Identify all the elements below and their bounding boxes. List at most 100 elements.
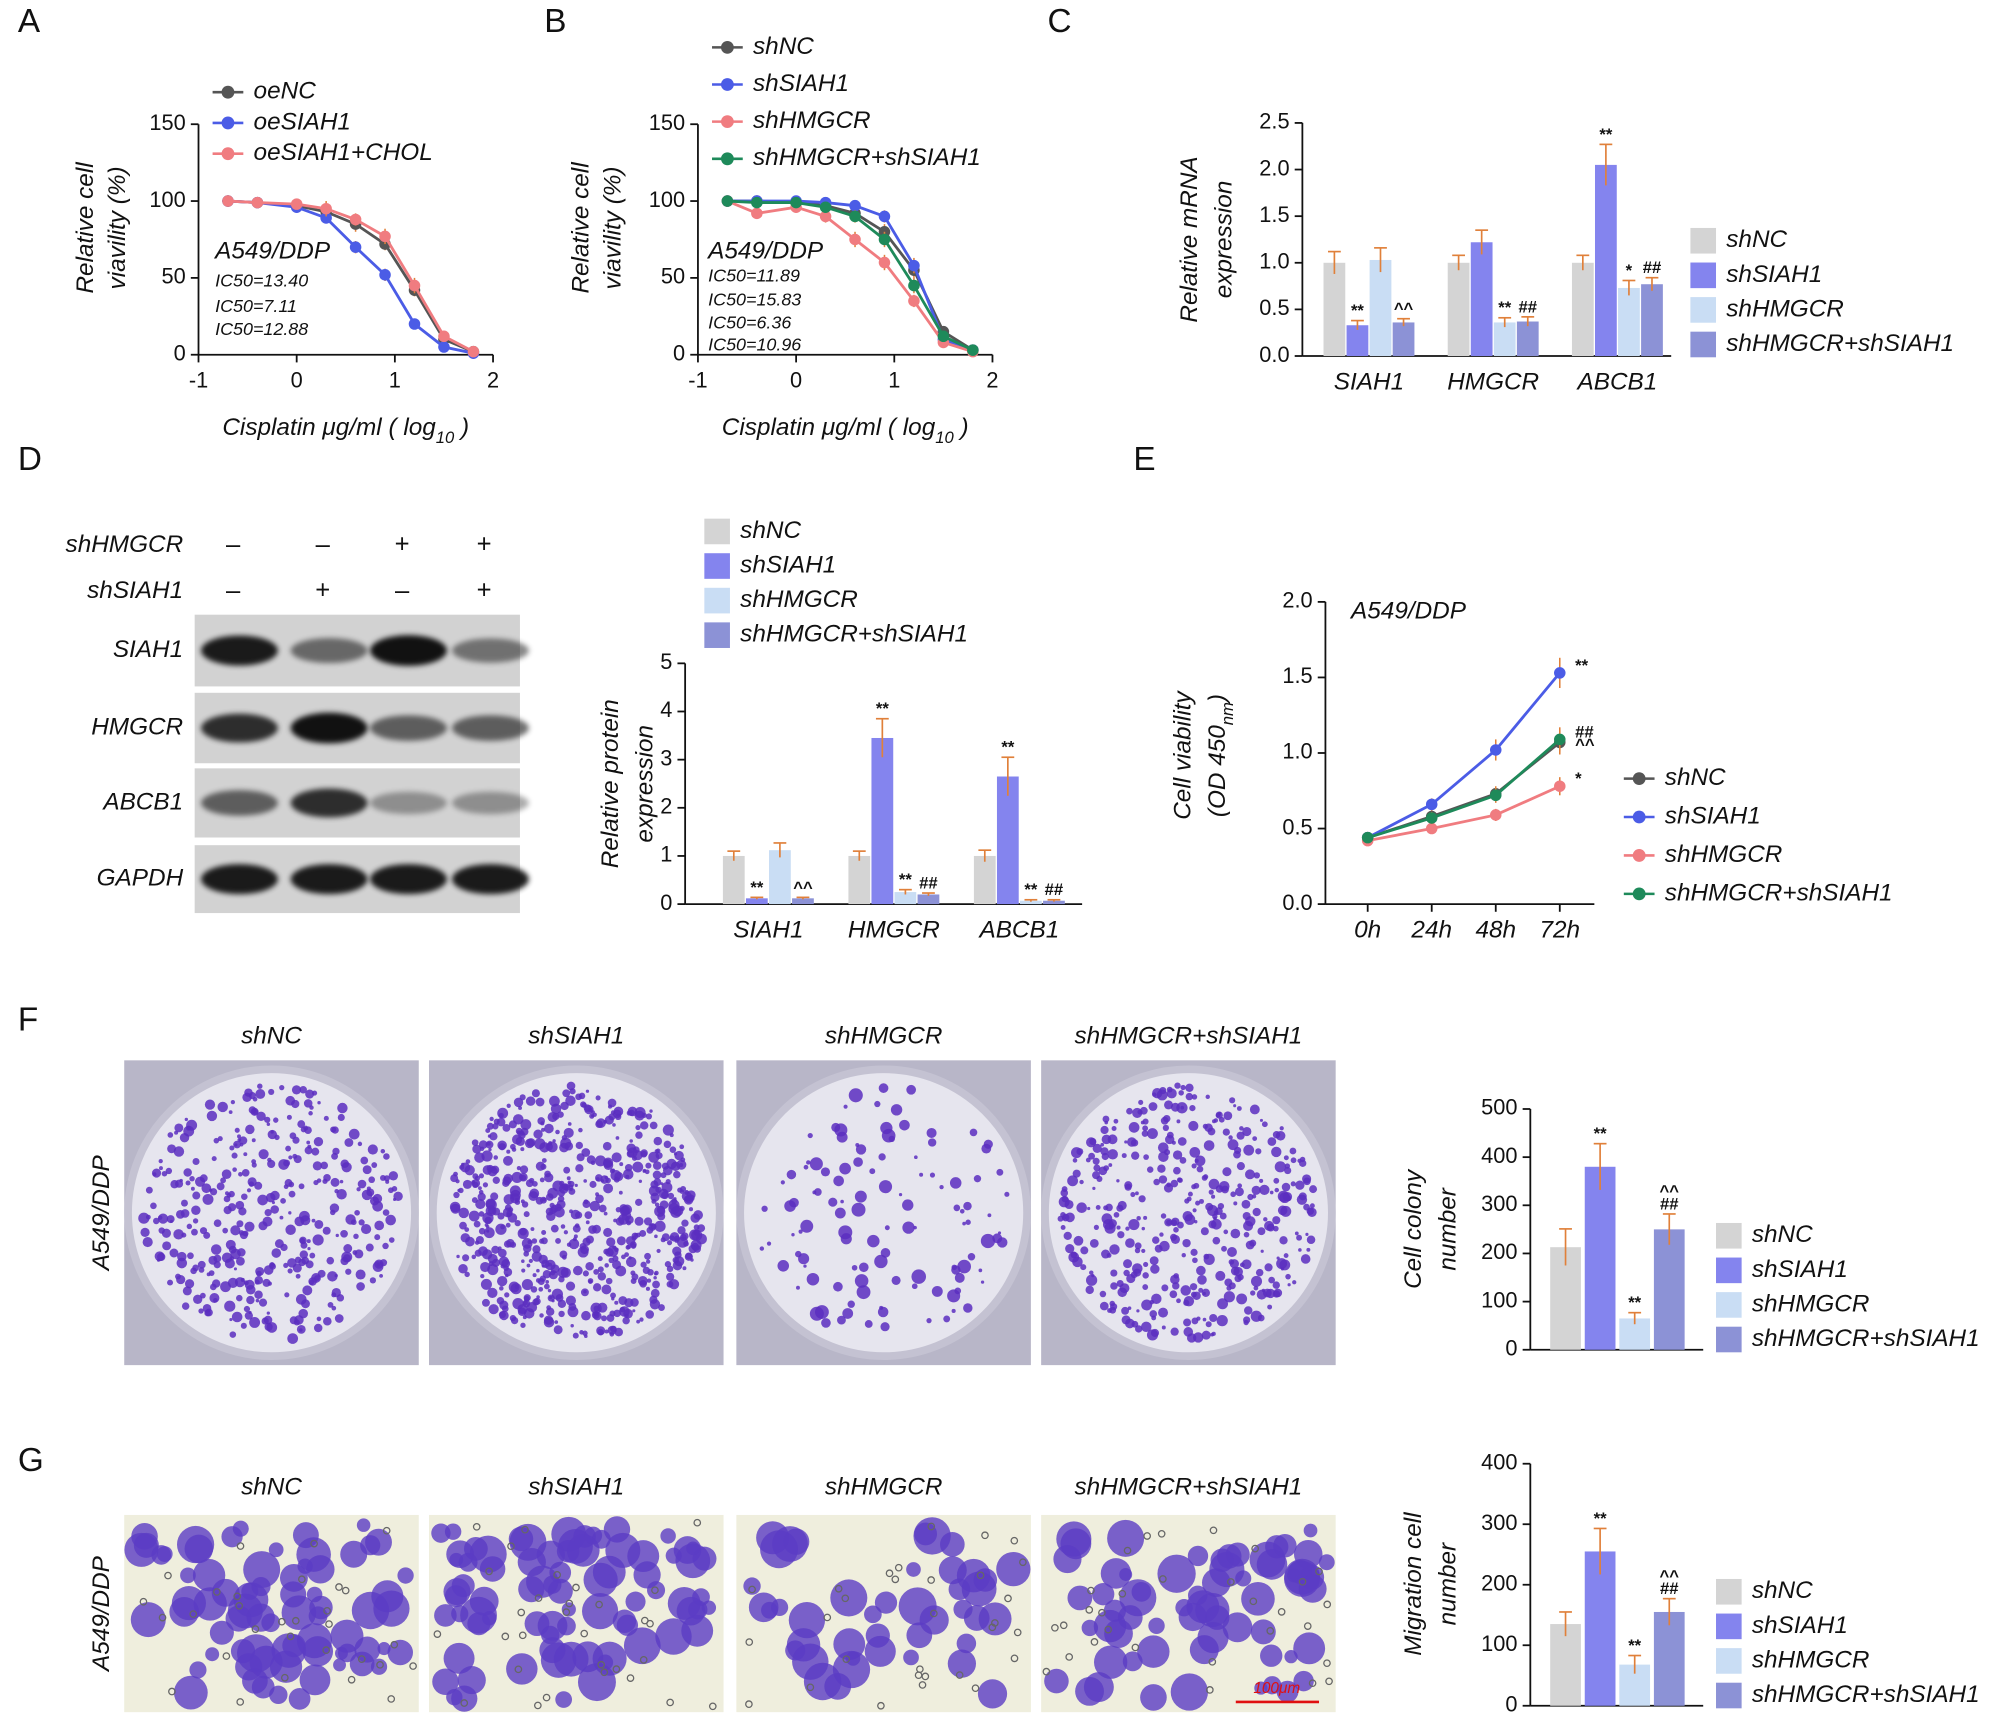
point: [908, 295, 920, 307]
colony: [1107, 1134, 1118, 1145]
colony: [1095, 1205, 1101, 1210]
x-tick-label: 2: [986, 367, 998, 392]
colony: [306, 1239, 311, 1244]
colony: [1125, 1226, 1130, 1231]
legend-label: shHMGCR: [1665, 841, 1783, 868]
colony: [237, 1134, 241, 1139]
colony: [1149, 1310, 1158, 1318]
cell: [845, 1651, 861, 1666]
pore: [834, 1584, 843, 1593]
cell: [124, 1532, 159, 1567]
cell: [557, 1616, 576, 1636]
pore: [1098, 1608, 1106, 1617]
colony: [815, 1305, 829, 1319]
photo-column-label: shHMGCR+shSIAH1: [1074, 1473, 1302, 1500]
significance-label: ##: [919, 873, 938, 892]
y-tick-label: 0.0: [1282, 890, 1312, 915]
colony: [1263, 1217, 1268, 1222]
colony: [1147, 1128, 1158, 1139]
y-axis-label-end: ): [1205, 694, 1232, 705]
colony: [478, 1211, 485, 1217]
colony: [179, 1178, 183, 1183]
colony: [486, 1229, 490, 1233]
colony: [493, 1155, 498, 1160]
colony: [877, 1306, 889, 1318]
point: [849, 199, 861, 212]
colony: [198, 1308, 204, 1314]
colony: [963, 1303, 973, 1313]
colony: [1171, 1217, 1180, 1226]
colony: [304, 1146, 313, 1155]
colony: [391, 1186, 398, 1192]
colony: [666, 1272, 675, 1281]
colony: [980, 1280, 985, 1284]
colony: [216, 1182, 225, 1191]
pore: [1059, 1621, 1068, 1630]
cell: [176, 1525, 215, 1564]
colony: [548, 1262, 553, 1267]
colony: [241, 1168, 250, 1177]
colony: [690, 1213, 701, 1223]
cell: [1254, 1681, 1268, 1695]
cell: [189, 1661, 207, 1679]
colony: [1200, 1227, 1209, 1236]
colony: [544, 1283, 550, 1290]
colony: [1259, 1178, 1264, 1183]
colony: [217, 1136, 223, 1142]
x-axis-label: Cisplatin μg/ml ( log10 ): [222, 414, 469, 446]
blot-band: [370, 864, 447, 895]
colony: [1243, 1144, 1255, 1156]
colony: [1163, 1114, 1171, 1123]
colony: [457, 1188, 461, 1193]
colony: [667, 1192, 675, 1200]
colony: [283, 1262, 289, 1268]
colony: [1194, 1158, 1199, 1163]
colony: [266, 1311, 270, 1315]
significance-label: **: [1628, 1636, 1641, 1655]
cell: [432, 1668, 459, 1695]
colony: [278, 1159, 290, 1170]
colony: [677, 1226, 686, 1235]
colony: [625, 1256, 637, 1268]
colony: [482, 1165, 493, 1175]
significance-label: ^^: [1394, 299, 1414, 318]
significance-label: **: [1575, 656, 1588, 675]
colony: [1166, 1131, 1174, 1139]
bar: [1571, 262, 1594, 357]
cell: [1122, 1651, 1143, 1672]
colony: [1194, 1220, 1198, 1224]
x-tick-label: 72h: [1539, 916, 1580, 943]
colony: [520, 1199, 525, 1204]
cell: [443, 1578, 471, 1606]
pore: [580, 1629, 589, 1638]
pore: [693, 1518, 702, 1527]
colony: [474, 1240, 480, 1245]
point: [379, 230, 391, 243]
colony: [1292, 1280, 1297, 1285]
legend-label: shNC: [740, 517, 801, 544]
colony: [791, 1233, 795, 1237]
y-tick-label: 0.5: [1259, 295, 1289, 320]
cell: [365, 1528, 392, 1556]
colony: [244, 1221, 255, 1232]
colony: [641, 1112, 647, 1118]
colony: [1142, 1284, 1149, 1290]
annotation: IC50=15.83: [708, 290, 801, 310]
colony: [669, 1146, 677, 1153]
colony: [652, 1280, 660, 1289]
colony: [578, 1092, 586, 1100]
y-tick-label: 2.5: [1259, 109, 1289, 134]
colony: [236, 1256, 245, 1266]
colony: [848, 1088, 863, 1103]
colony: [1152, 1092, 1157, 1097]
colony: [288, 1190, 296, 1198]
panel-letter: C: [1048, 3, 1072, 40]
colony: [1192, 1257, 1198, 1264]
colony: [312, 1234, 324, 1246]
pore: [1277, 1608, 1286, 1616]
colony: [679, 1162, 684, 1168]
colony: [608, 1113, 616, 1121]
pore: [565, 1599, 574, 1608]
point: [320, 202, 332, 215]
colony: [500, 1264, 505, 1269]
